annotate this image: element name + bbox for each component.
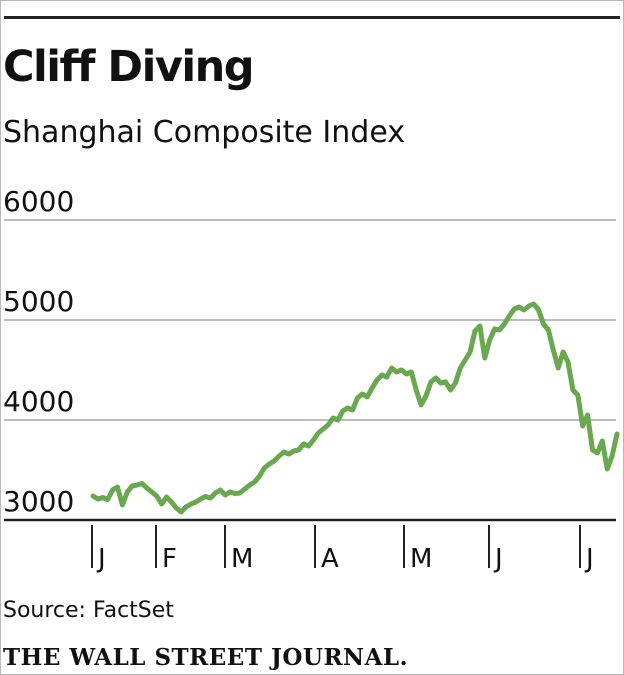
x-tick-label-3: A — [321, 544, 339, 574]
chart-title: Cliff Diving — [3, 42, 255, 92]
x-tick-label-0: J — [96, 544, 106, 574]
y-tick-label-3000: 3000 — [3, 485, 74, 518]
top-rule — [4, 16, 620, 19]
source-note: Source: FactSet — [3, 598, 174, 623]
x-tick-label-6: J — [584, 544, 594, 574]
series-line-shanghai-composite — [90, 301, 620, 515]
x-tick-label-4: M — [410, 544, 432, 574]
publisher-credit: THE WALL STREET JOURNAL. — [3, 644, 409, 671]
y-tick-label-4000: 4000 — [3, 385, 74, 418]
y-tick-label-6000: 6000 — [3, 185, 74, 218]
x-tick-label-2: M — [231, 544, 253, 574]
y-tick-label-5000: 5000 — [3, 285, 74, 318]
x-tick-label-5: J — [493, 544, 503, 574]
x-tick-label-1: F — [162, 544, 177, 574]
chart-subtitle: Shanghai Composite Index — [3, 115, 405, 150]
line-chart: 3000 4000 5000 6000 J F M A M J J — [3, 185, 620, 574]
